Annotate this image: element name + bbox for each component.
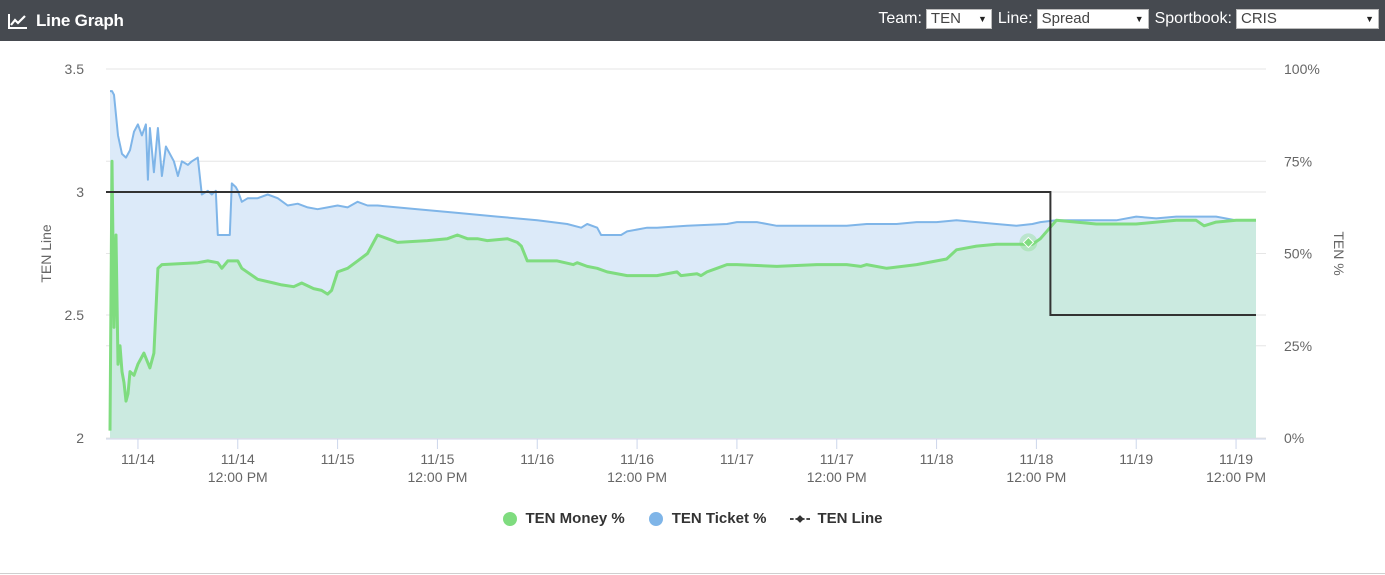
x-tick-label-time: 12:00 PM bbox=[1006, 469, 1066, 485]
line-chart: 11/14 11/14 12:00 PM 11/15 11/15 12:00 PM 11/1… bbox=[38, 61, 1347, 485]
team-select-value: TEN bbox=[930, 10, 961, 27]
x-tick-label: 11/14 bbox=[221, 451, 255, 467]
x-tick-label-time: 12:00 PM bbox=[1206, 469, 1266, 485]
legend-label-money: TEN Money % bbox=[525, 510, 625, 527]
x-tick-label: 11/14 bbox=[121, 451, 155, 467]
legend-item-money[interactable]: TEN Money % bbox=[502, 510, 625, 527]
money-series-line bbox=[108, 159, 1256, 431]
highlight-marker bbox=[1022, 236, 1035, 249]
team-select[interactable]: TEN ▼ bbox=[925, 9, 992, 29]
left-axis-title: TEN Line bbox=[38, 224, 54, 283]
x-tick-label: 11/17 bbox=[820, 451, 854, 467]
left-tick-label: 3.5 bbox=[65, 61, 85, 77]
line-select-value: Spread bbox=[1041, 10, 1090, 27]
x-tick-label: 11/17 bbox=[720, 451, 754, 467]
sportsbook-select[interactable]: CRIS ▼ bbox=[1236, 9, 1379, 29]
bottom-divider bbox=[0, 573, 1385, 574]
team-label: Team: bbox=[878, 10, 922, 27]
line-select[interactable]: Spread ▼ bbox=[1036, 9, 1149, 29]
title-group: Line Graph bbox=[8, 0, 124, 41]
legend-label-line: TEN Line bbox=[817, 510, 883, 527]
x-tick-label: 11/15 bbox=[321, 451, 355, 467]
right-tick-label: 0% bbox=[1284, 430, 1304, 446]
chart-controls: Team: TEN ▼ Line: Spread ▼ Sportbook: CR… bbox=[872, 9, 1379, 29]
sportsbook-select-value: CRIS bbox=[1241, 10, 1277, 27]
money-legend-marker bbox=[502, 511, 517, 526]
spread-series-line bbox=[106, 191, 1256, 316]
x-tick-label: 11/19 bbox=[1119, 451, 1153, 467]
right-tick-label: 75% bbox=[1284, 153, 1312, 169]
line-label: Line: bbox=[997, 10, 1033, 27]
chart-legend: TEN Money % TEN Ticket % TEN Line bbox=[0, 510, 1385, 527]
dropdown-arrow-icon: ▼ bbox=[1134, 14, 1144, 24]
right-tick-label: 100% bbox=[1284, 61, 1320, 77]
right-tick-label: 25% bbox=[1284, 338, 1312, 354]
ticket-series-line bbox=[110, 90, 1256, 236]
x-tick-label: 11/19 bbox=[1219, 451, 1253, 467]
money-area bbox=[110, 161, 1256, 439]
x-tick-label: 11/15 bbox=[420, 451, 454, 467]
line-legend-marker bbox=[790, 514, 811, 523]
x-tick-label: 11/16 bbox=[620, 451, 654, 467]
x-tick-label-time: 12:00 PM bbox=[407, 469, 467, 485]
dropdown-arrow-icon: ▼ bbox=[977, 14, 987, 24]
x-tick-label-time: 12:00 PM bbox=[807, 469, 867, 485]
line-chart-icon bbox=[8, 13, 27, 29]
x-tick-label: 11/18 bbox=[1019, 451, 1053, 467]
page-title: Line Graph bbox=[36, 10, 124, 30]
dropdown-arrow-icon: ▼ bbox=[1365, 14, 1374, 24]
legend-item-line[interactable]: TEN Line bbox=[790, 510, 882, 527]
x-tick-label: 11/16 bbox=[520, 451, 554, 467]
header-bar: Line Graph Team: TEN ▼ Line: Spread ▼ Sp… bbox=[0, 0, 1385, 41]
x-tick-label-time: 12:00 PM bbox=[208, 469, 268, 485]
right-axis-title: TEN % bbox=[1331, 231, 1347, 275]
x-tick-label: 11/18 bbox=[920, 451, 954, 467]
legend-item-ticket[interactable]: TEN Ticket % bbox=[648, 510, 767, 527]
legend-label-ticket: TEN Ticket % bbox=[671, 510, 767, 527]
right-tick-label: 50% bbox=[1284, 246, 1312, 262]
left-tick-label: 3 bbox=[76, 184, 84, 200]
x-tick-label-time: 12:00 PM bbox=[607, 469, 667, 485]
ticket-legend-marker bbox=[648, 511, 663, 526]
left-tick-label: 2 bbox=[76, 430, 84, 446]
left-tick-label: 2.5 bbox=[65, 307, 85, 323]
sportsbook-label: Sportbook: bbox=[1154, 10, 1232, 27]
